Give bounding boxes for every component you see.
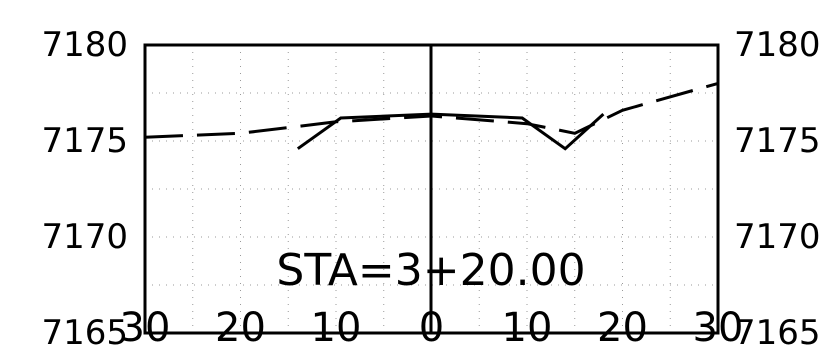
station-label: STA=3+20.00 [276,245,585,296]
profile-series [144,81,719,151]
series-line-dashed [144,81,719,139]
x-tick-label: 10 [502,305,553,350]
y-tick-label-left: 7170 [41,217,128,257]
y-tick-label-left: 7180 [41,25,128,65]
x-tick-label: 20 [597,305,648,350]
y-tick-label-left: 7175 [41,121,128,161]
y-tick-label-right: 7175 [734,121,821,161]
x-tick-label: 30 [693,305,744,350]
x-tick-label: 0 [419,305,444,350]
y-tick-label-right: 7170 [734,217,821,257]
y-tick-label-right: 7180 [734,25,821,65]
y-tick-label-left: 7165 [41,313,128,350]
y-axis-left-labels: 7180 7175 7170 7165 [41,25,128,350]
y-axis-right-labels: 7180 7175 7170 7165 [734,25,821,350]
x-tick-label: 10 [311,305,362,350]
x-tick-label: 30 [120,305,171,350]
x-tick-label: 20 [215,305,266,350]
x-axis-labels: 30 20 10 0 10 20 30 [120,305,744,350]
series-line-solid [296,112,605,151]
y-tick-label-right: 7165 [734,313,821,350]
